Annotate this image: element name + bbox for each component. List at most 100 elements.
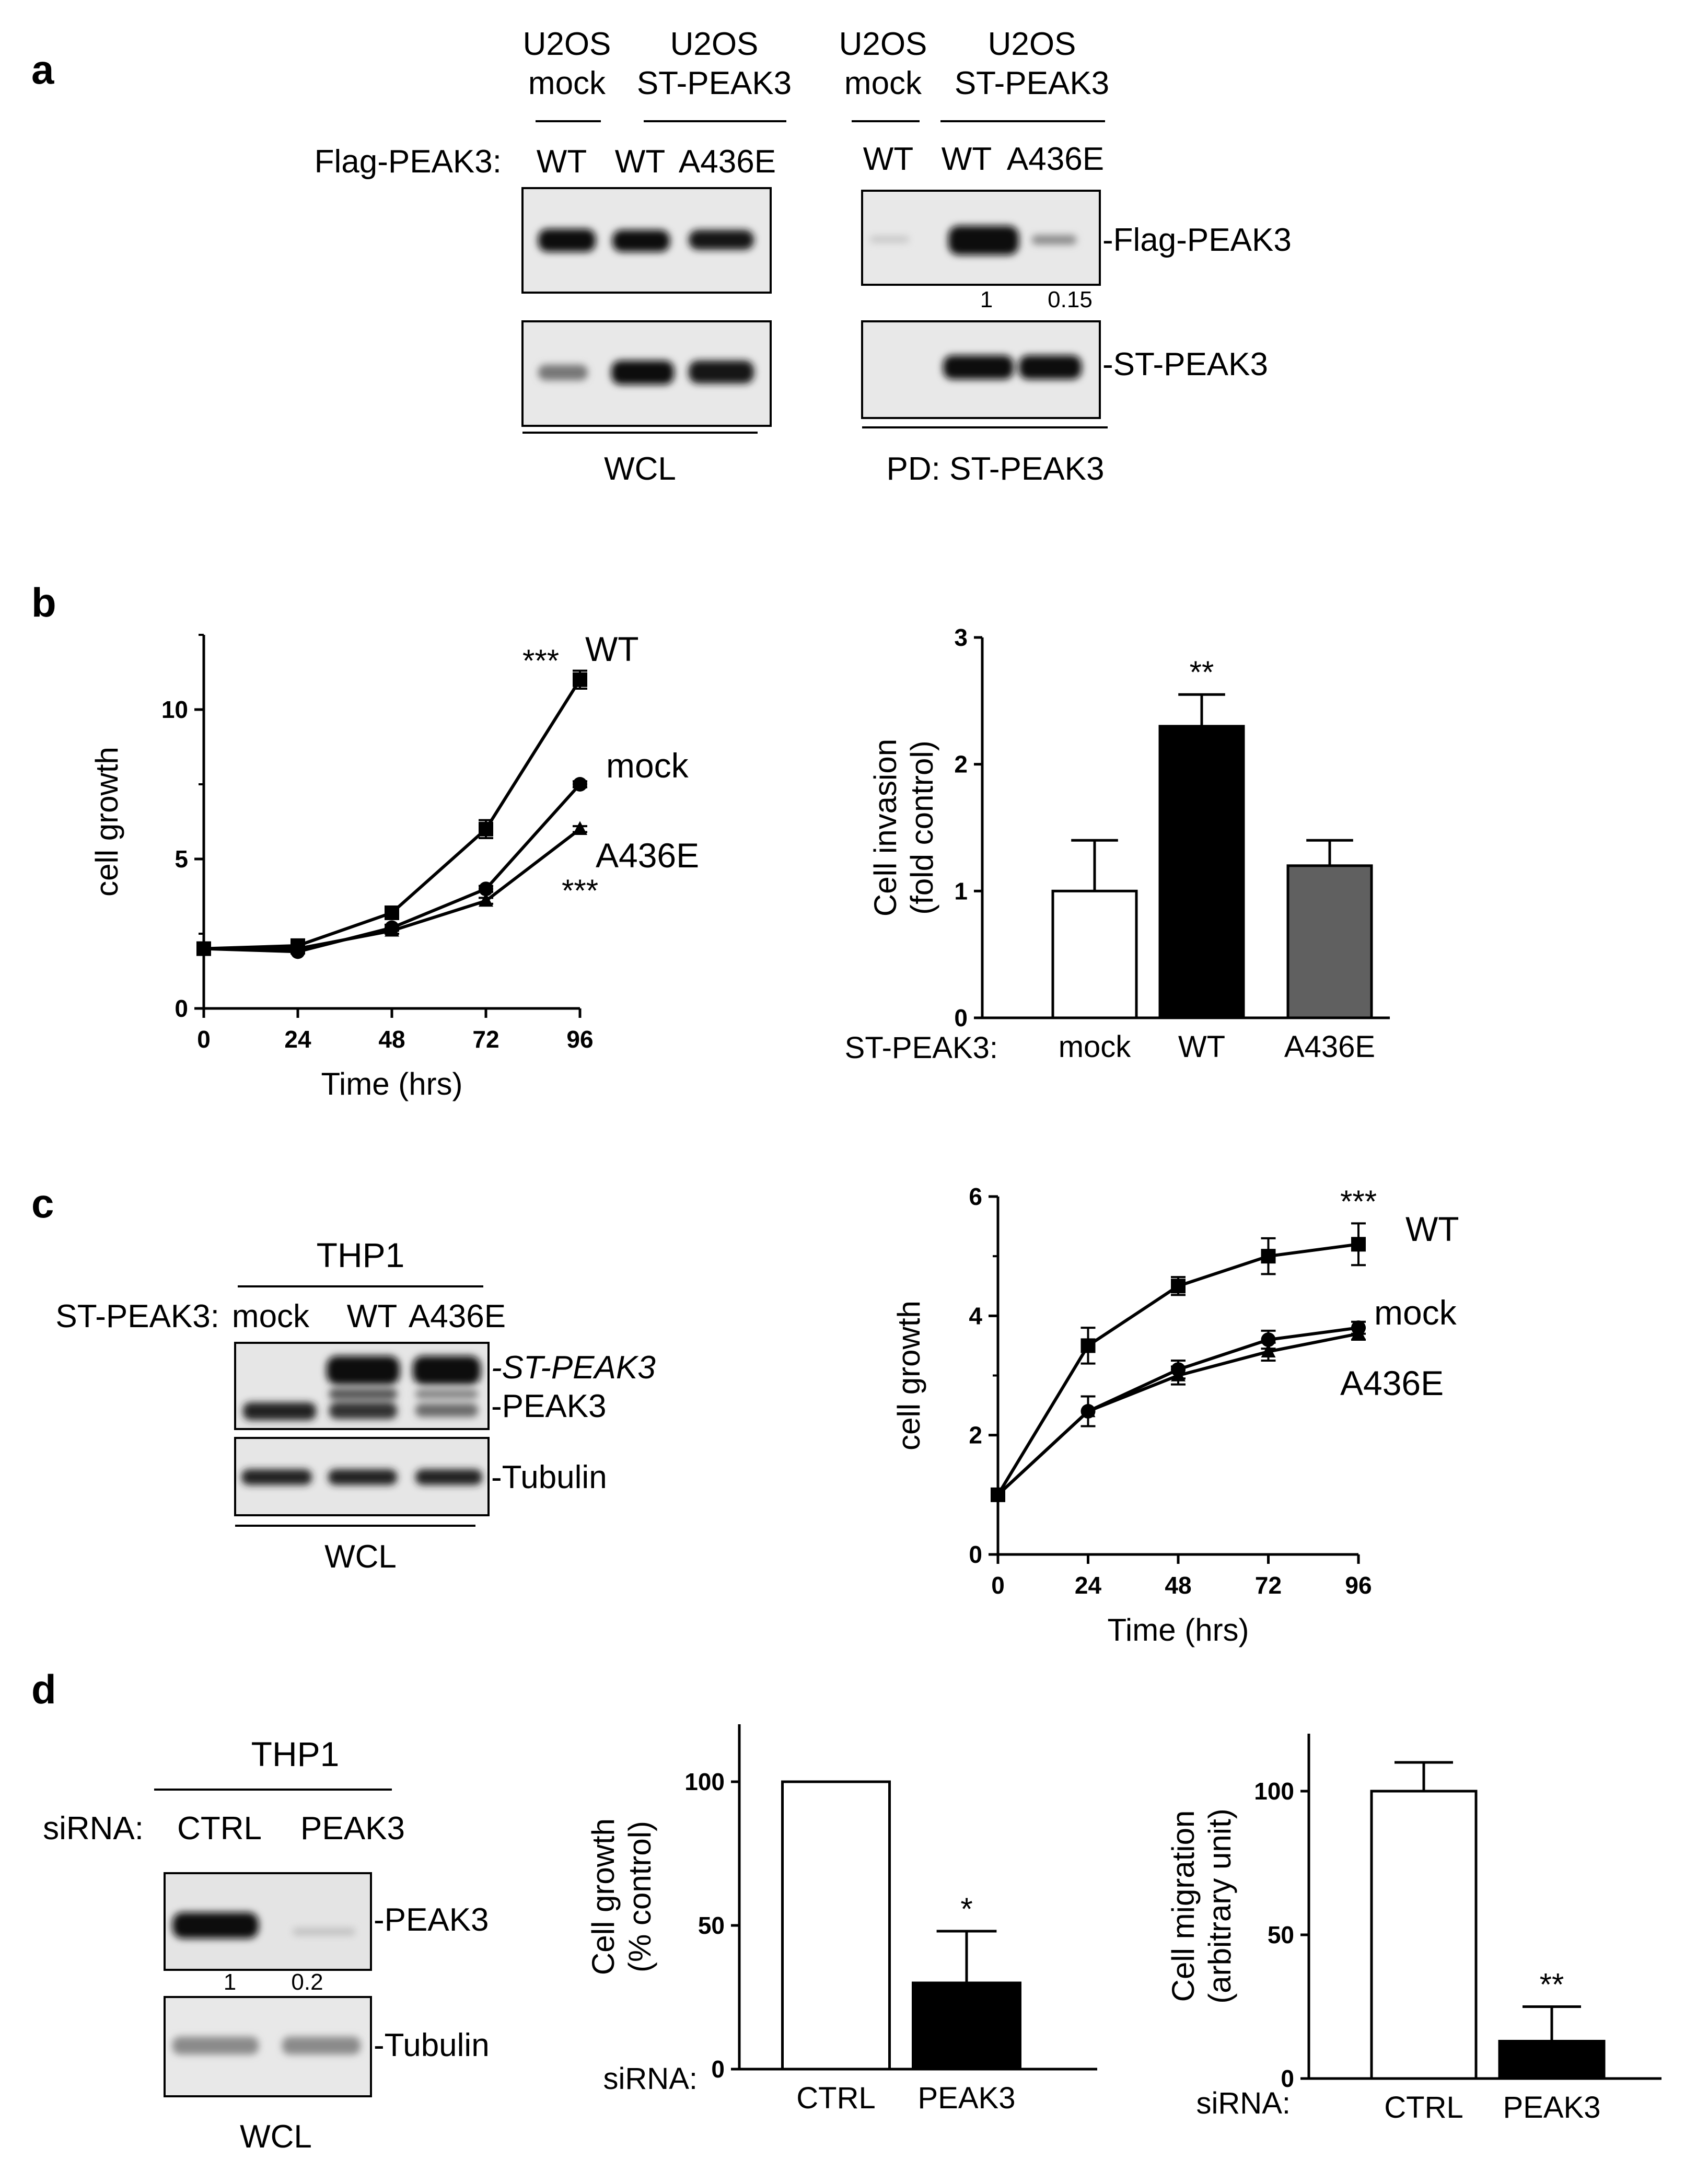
x-tick-label: 72 xyxy=(472,1026,499,1053)
band xyxy=(415,1403,478,1417)
group-label-u2os-mock-l1: U2OS xyxy=(839,26,927,62)
y-axis-title-line: (% control) xyxy=(622,1821,657,1972)
y-axis-title: cell growth xyxy=(891,1301,926,1450)
data-point-triangle xyxy=(479,892,493,907)
band-label-flag-peak3: -Flag-PEAK3 xyxy=(1102,222,1292,258)
band xyxy=(415,1469,482,1485)
band xyxy=(689,361,754,384)
bar-mock xyxy=(1051,889,1138,1019)
blot-title-thp1: THP1 xyxy=(251,1735,340,1773)
bar-wt xyxy=(1158,725,1245,1019)
category-label: PEAK3 xyxy=(918,2081,1016,2115)
data-point-square xyxy=(385,905,399,920)
y-axis-title-line: (arbitrary unit) xyxy=(1202,1808,1237,2003)
data-point-triangle xyxy=(385,922,399,937)
panel-label-a: a xyxy=(31,47,54,92)
significance-stars: *** xyxy=(1340,1184,1377,1219)
y-tick-label: 10 xyxy=(161,696,188,723)
row-label-sirna: siRNA: xyxy=(43,1810,144,1847)
category-row-label: siRNA: xyxy=(603,2062,698,2096)
data-point-triangle xyxy=(1080,1403,1096,1418)
panel-c-blot: THP1 ST-PEAK3: mock WT A436E -ST-PEAK3 -… xyxy=(55,1236,655,1575)
category-row-label: siRNA: xyxy=(1196,2086,1291,2120)
x-tick-label: 0 xyxy=(197,1026,211,1053)
data-point-square xyxy=(573,672,587,687)
chart-d-growth: 0 50 100 CTRL * PEAK3 siRNA: Cell growth(% cont… xyxy=(586,1724,1097,2115)
data-point-triangle xyxy=(291,941,305,955)
significance-stars: *** xyxy=(522,643,559,678)
y-tick-label: 50 xyxy=(1268,1921,1294,1948)
x-tick-label: 24 xyxy=(1075,1572,1102,1599)
group-label-u2os-mock-l2: mock xyxy=(844,65,922,101)
series-label-mock: mock xyxy=(1374,1293,1457,1332)
lane-label: WT xyxy=(863,141,913,177)
band xyxy=(241,1469,312,1485)
band xyxy=(948,226,1019,255)
band xyxy=(329,1402,397,1419)
band xyxy=(413,1356,481,1385)
significance-stars: ** xyxy=(1540,1967,1564,2002)
data-point-triangle xyxy=(1351,1326,1366,1340)
data-point-triangle xyxy=(196,941,211,955)
lane-label: A436E xyxy=(679,144,776,180)
category-row-label: ST-PEAK3: xyxy=(845,1031,998,1065)
band-label-tubulin: -Tubulin xyxy=(491,1459,607,1495)
y-tick-label: 0 xyxy=(954,1004,968,1031)
x-tick-label: 96 xyxy=(1345,1572,1372,1599)
y-tick-label: 3 xyxy=(954,624,968,651)
lane-label: WT xyxy=(615,144,665,180)
y-axis-title-line: Cell invasion xyxy=(868,739,903,916)
y-tick-label: 2 xyxy=(969,1422,982,1449)
row-label-flag-peak3: Flag-PEAK3: xyxy=(315,144,502,180)
series-label-mock: mock xyxy=(606,746,689,785)
quant-value: 0.15 xyxy=(1048,287,1093,312)
bar-a436e xyxy=(1286,864,1373,1019)
band xyxy=(870,236,909,242)
data-point-square xyxy=(479,821,493,837)
band xyxy=(172,1912,259,1938)
series-line-mock xyxy=(996,1326,1359,1496)
data-point-triangle xyxy=(991,1487,1005,1501)
category-label: CTRL xyxy=(1384,2091,1463,2124)
chart-d-migration: 0 50 100 CTRL ** PEAK3 siRNA: Cell migration(ar… xyxy=(1166,1734,1661,2124)
y-tick-label: 0 xyxy=(175,995,188,1022)
blot-footer-wcl: WCL xyxy=(604,451,676,487)
bar-peak3 xyxy=(1498,2040,1606,2080)
band xyxy=(611,361,674,385)
significance-stars: *** xyxy=(562,873,598,908)
band xyxy=(327,1356,400,1385)
significance-stars: ** xyxy=(1190,655,1214,690)
category-label: mock xyxy=(1059,1030,1132,1064)
band xyxy=(689,230,754,250)
y-axis-title-line: (fold control) xyxy=(904,740,939,914)
blot-footer-pd: PD: ST-PEAK3 xyxy=(887,451,1105,487)
band xyxy=(1032,235,1076,245)
data-point-circle xyxy=(479,881,493,897)
data-point-triangle xyxy=(1171,1367,1186,1381)
y-tick-label: 50 xyxy=(698,1912,725,1939)
chart-b-growth: 0 24 48 72 96 0 5 10 Time (hrs) cell growth WT *** m… xyxy=(89,630,699,1101)
category-label: CTRL xyxy=(796,2081,875,2115)
y-tick-label: 6 xyxy=(969,1183,982,1210)
y-tick-label: 5 xyxy=(175,845,188,873)
series-label-a436e: A436E xyxy=(596,836,699,875)
y-tick-label: 100 xyxy=(684,1768,725,1795)
series-line-a436e xyxy=(996,1332,1359,1496)
x-tick-label: 72 xyxy=(1255,1572,1282,1599)
row-label-st-peak3: ST-PEAK3: xyxy=(55,1298,219,1334)
band xyxy=(612,230,670,252)
y-axis-title: cell growth xyxy=(89,747,124,897)
y-axis-title: Cell growth(% control) xyxy=(586,1818,657,1975)
panel-a-wcl-blot: U2OS mock U2OS ST-PEAK3 Flag-PEAK3: WT W… xyxy=(315,26,792,487)
lane-label: PEAK3 xyxy=(300,1810,405,1847)
quant-value: 0.2 xyxy=(291,1969,323,1995)
data-point-square xyxy=(1351,1237,1366,1252)
band xyxy=(282,2037,361,2054)
x-tick-label: 48 xyxy=(378,1026,405,1053)
lane-label: A436E xyxy=(409,1298,506,1334)
band xyxy=(1019,355,1082,379)
x-tick-label: 96 xyxy=(566,1026,593,1053)
series-label-a436e: A436E xyxy=(1340,1364,1444,1402)
